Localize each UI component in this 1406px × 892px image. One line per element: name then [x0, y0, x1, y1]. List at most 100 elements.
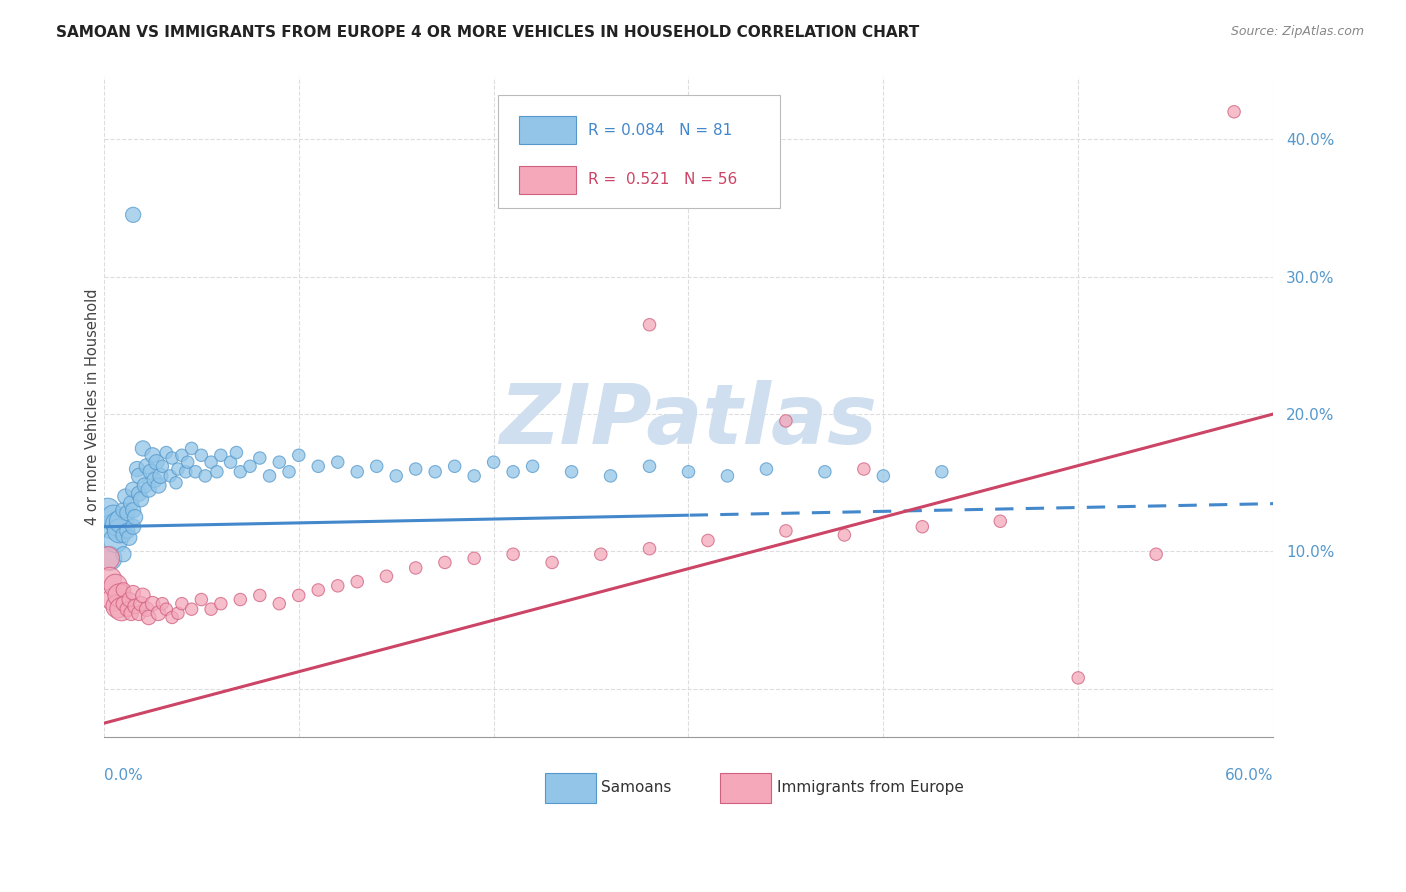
Point: [176, 455, 198, 469]
Point: [112, 503, 135, 517]
Point: [117, 524, 139, 538]
Y-axis label: 4 or more Vehicles in Household: 4 or more Vehicles in Household: [86, 289, 100, 525]
Point: [107, 599, 129, 614]
Point: [97, 551, 120, 566]
Point: [112, 597, 135, 611]
Point: [122, 520, 145, 534]
Point: [463, 469, 485, 483]
Point: [135, 602, 157, 616]
Point: [100, 520, 122, 534]
Point: [200, 455, 222, 469]
Point: [167, 462, 190, 476]
Point: [239, 459, 262, 474]
Point: [209, 597, 232, 611]
Point: [366, 459, 388, 474]
Point: [541, 556, 564, 570]
Point: [278, 465, 301, 479]
Point: [124, 510, 146, 524]
Point: [103, 510, 125, 524]
Point: [225, 445, 247, 459]
Point: [97, 503, 120, 517]
Point: [128, 469, 150, 483]
Point: [433, 556, 456, 570]
Point: [174, 465, 197, 479]
Point: [678, 465, 700, 479]
Point: [589, 547, 612, 561]
Point: [145, 455, 167, 469]
Point: [150, 597, 173, 611]
Text: Immigrants from Europe: Immigrants from Europe: [778, 780, 965, 796]
Point: [482, 455, 505, 469]
Point: [138, 610, 160, 624]
Text: R = 0.084   N = 81: R = 0.084 N = 81: [588, 123, 733, 137]
Point: [149, 469, 172, 483]
Point: [326, 455, 349, 469]
Point: [346, 465, 368, 479]
Point: [190, 592, 212, 607]
Point: [638, 318, 661, 332]
Point: [988, 514, 1011, 528]
Point: [346, 574, 368, 589]
Point: [229, 465, 252, 479]
Point: [638, 541, 661, 556]
Point: [229, 592, 252, 607]
Point: [443, 459, 465, 474]
Point: [138, 483, 160, 497]
Point: [425, 465, 447, 479]
Point: [108, 589, 131, 603]
Point: [122, 483, 145, 497]
Point: [170, 597, 193, 611]
Point: [107, 516, 129, 531]
Point: [159, 469, 181, 483]
Text: 0.0%: 0.0%: [104, 767, 142, 782]
Point: [143, 473, 166, 487]
Point: [120, 607, 142, 621]
Point: [190, 448, 212, 462]
Point: [561, 465, 583, 479]
Point: [118, 531, 141, 545]
Point: [117, 602, 139, 616]
Point: [142, 597, 165, 611]
Point: [142, 448, 165, 462]
Point: [463, 551, 485, 566]
Point: [502, 547, 524, 561]
Point: [155, 445, 177, 459]
Point: [638, 459, 661, 474]
Point: [134, 478, 156, 492]
Point: [122, 503, 145, 517]
Point: [148, 607, 170, 621]
Point: [165, 475, 187, 490]
Point: [219, 455, 242, 469]
Point: [269, 597, 291, 611]
Point: [385, 469, 408, 483]
Text: SAMOAN VS IMMIGRANTS FROM EUROPE 4 OR MORE VEHICLES IN HOUSEHOLD CORRELATION CHA: SAMOAN VS IMMIGRANTS FROM EUROPE 4 OR MO…: [56, 25, 920, 40]
Point: [132, 442, 155, 456]
Point: [125, 462, 148, 476]
Point: [135, 459, 157, 474]
Point: [194, 469, 217, 483]
Point: [167, 607, 190, 621]
FancyBboxPatch shape: [720, 772, 772, 803]
Point: [128, 487, 150, 501]
Point: [697, 533, 720, 548]
Point: [775, 524, 797, 538]
Point: [599, 469, 621, 483]
Text: ZIPatlas: ZIPatlas: [499, 380, 877, 461]
FancyBboxPatch shape: [519, 116, 576, 144]
Point: [148, 478, 170, 492]
Point: [155, 602, 177, 616]
Text: Samoans: Samoans: [600, 780, 671, 796]
Point: [911, 520, 934, 534]
Text: Source: ZipAtlas.com: Source: ZipAtlas.com: [1230, 25, 1364, 38]
Point: [114, 490, 136, 504]
Point: [132, 589, 155, 603]
Point: [129, 597, 152, 611]
Point: [104, 533, 127, 548]
Point: [814, 465, 837, 479]
Point: [98, 551, 121, 566]
Point: [118, 592, 141, 607]
Point: [103, 592, 125, 607]
Point: [122, 208, 145, 222]
Point: [755, 462, 778, 476]
Point: [307, 582, 329, 597]
